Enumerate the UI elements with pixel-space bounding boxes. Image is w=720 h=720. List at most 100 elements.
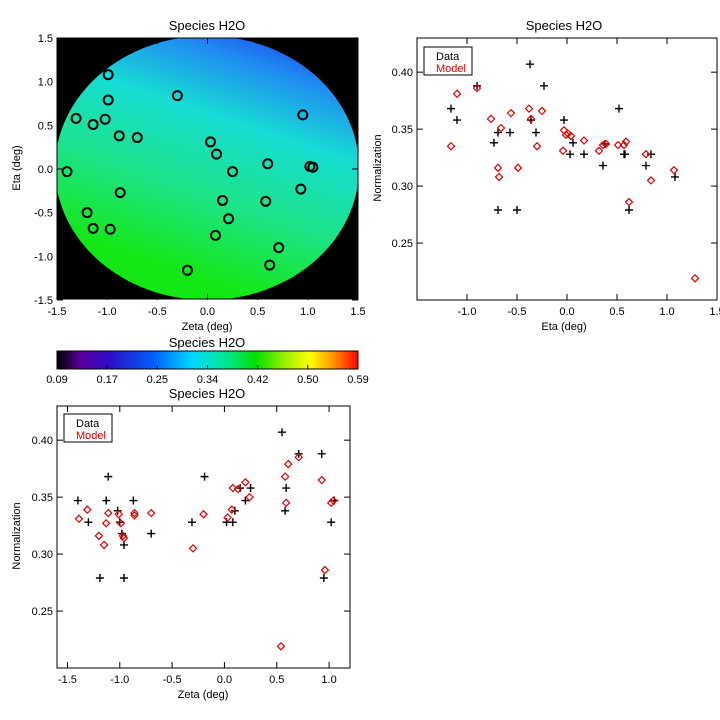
- map-ylabel: Eta (deg): [11, 145, 23, 190]
- data-point-plus: [73, 496, 82, 505]
- data-point-plus: [327, 518, 336, 527]
- map-point: [102, 69, 114, 81]
- map-point: [223, 213, 235, 225]
- model-point-diamond: [317, 475, 327, 485]
- model-point-diamond: [103, 508, 113, 518]
- model-point-diamond: [526, 114, 536, 124]
- data-point-plus: [453, 116, 461, 125]
- model-point-diamond: [613, 140, 623, 150]
- model-point-diamond: [537, 106, 547, 116]
- data-point-plus: [647, 150, 655, 159]
- map:0-ytick-label: 1.0: [38, 77, 53, 89]
- map:0-ytick-label: 1.5: [38, 33, 53, 45]
- data-point-plus: [147, 529, 156, 538]
- data-point-plus: [580, 150, 588, 159]
- model-point-diamond: [94, 531, 104, 541]
- zeta:3-xtick-label: 1.0: [321, 674, 336, 686]
- zeta-scatter-legend-box: [63, 413, 113, 443]
- model-point-diamond: [199, 509, 208, 519]
- model-point-diamond: [486, 114, 496, 124]
- map-point: [273, 242, 285, 254]
- model-point-diamond: [101, 518, 111, 528]
- map:0-ytick-label: 0.0: [38, 164, 53, 176]
- data-point-plus: [473, 81, 481, 90]
- eta-scatter-legend-model: Model: [436, 63, 466, 75]
- model-point-diamond: [619, 140, 629, 150]
- map:0-xtick-label: -0.5: [148, 306, 167, 318]
- model-point-diamond: [524, 104, 534, 113]
- zeta-scatter-title: Species H2O: [169, 386, 246, 401]
- model-point-diamond: [280, 472, 290, 481]
- map-point: [205, 136, 217, 148]
- data-point-plus: [625, 206, 633, 215]
- model-point-diamond: [114, 509, 124, 519]
- colorbar-tick-label: 0.59: [347, 374, 368, 386]
- data-point-plus: [642, 161, 650, 170]
- zeta-scatter-frame: [56, 405, 351, 669]
- model-point-diamond: [561, 130, 571, 140]
- model-point-diamond: [472, 83, 482, 93]
- eta:1-xtick-label: 1.5: [709, 306, 720, 318]
- eta:1-xtick-label: -0.5: [508, 306, 527, 318]
- data-point-plus: [317, 449, 326, 458]
- map-point: [330, 49, 342, 61]
- data-point-plus: [569, 138, 577, 147]
- data-point-plus: [319, 574, 328, 583]
- data-point-plus: [494, 206, 502, 215]
- model-point-diamond: [532, 141, 542, 151]
- data-point-plus: [102, 496, 111, 505]
- model-point-diamond: [233, 484, 243, 494]
- model-point-diamond: [558, 146, 568, 156]
- data-point-plus: [671, 172, 679, 181]
- model-point-diamond: [188, 544, 198, 553]
- map-point: [297, 109, 309, 121]
- model-point-diamond: [294, 452, 304, 462]
- map-point: [70, 112, 82, 124]
- eta-scatter-panel: Species H2O -1.0 -0.5 0.0 0.5 1.0 1.5 0.25 0.30…: [372, 18, 720, 333]
- data-point-plus: [621, 150, 629, 159]
- map:0-ytick-label: 0.5: [38, 120, 53, 132]
- zeta:3-xtick-label: 0.5: [269, 674, 284, 686]
- model-point-diamond: [506, 108, 516, 118]
- data-point-plus: [494, 128, 502, 137]
- eta-scatter-title: Species H2O: [526, 18, 603, 33]
- model-point-diamond: [119, 533, 129, 543]
- map-point: [113, 130, 125, 142]
- data-point-plus: [282, 484, 291, 493]
- map-point: [260, 195, 272, 207]
- map-point: [87, 118, 99, 130]
- map-point: [307, 161, 319, 173]
- model-point-diamond: [598, 140, 608, 150]
- data-point-plus: [513, 206, 521, 215]
- model-point-diamond: [118, 531, 128, 541]
- eta:1-xtick-label: -1.0: [458, 306, 477, 318]
- zeta-scatter-legend-model: Model: [76, 430, 106, 442]
- eta:1-ytick-label: 0.35: [392, 124, 413, 136]
- data-point-plus: [228, 518, 237, 527]
- colorbar-tick-label: 0.17: [96, 374, 117, 386]
- model-point-diamond: [116, 518, 126, 528]
- map:0-xtick-label: 1.0: [300, 306, 315, 318]
- colorbar-tick-label: 0.09: [46, 374, 67, 386]
- map:0-ytick-label: -1.5: [34, 295, 53, 307]
- map:0-ytick-label: -0.5: [34, 208, 53, 220]
- map-point: [104, 223, 116, 235]
- model-point-diamond: [99, 540, 109, 550]
- map-point: [81, 207, 93, 219]
- model-point-diamond: [326, 498, 336, 508]
- colorbar-title: Species H2O: [169, 335, 246, 350]
- eta:1-xtick-label: 0.5: [609, 306, 624, 318]
- zeta:3-xtick-label: -0.5: [163, 674, 182, 686]
- model-point-diamond: [641, 149, 651, 159]
- species-map-panel: Species H2O -1.5 -1.0 -0.5 0.0 0.5 1.0 1.5 -1.5…: [11, 18, 366, 333]
- eta-scatter-ylabel: Normalization: [372, 134, 384, 201]
- eta-scatter-xlabel: Eta (deg): [541, 321, 586, 333]
- map-point: [131, 132, 143, 144]
- model-point-diamond: [669, 165, 679, 175]
- model-point-diamond: [130, 508, 139, 518]
- data-point-plus: [241, 496, 250, 505]
- colorbar-tick-label: 0.25: [147, 374, 168, 386]
- model-point-diamond: [452, 89, 462, 99]
- eta:1-ytick-label: 0.25: [392, 238, 413, 250]
